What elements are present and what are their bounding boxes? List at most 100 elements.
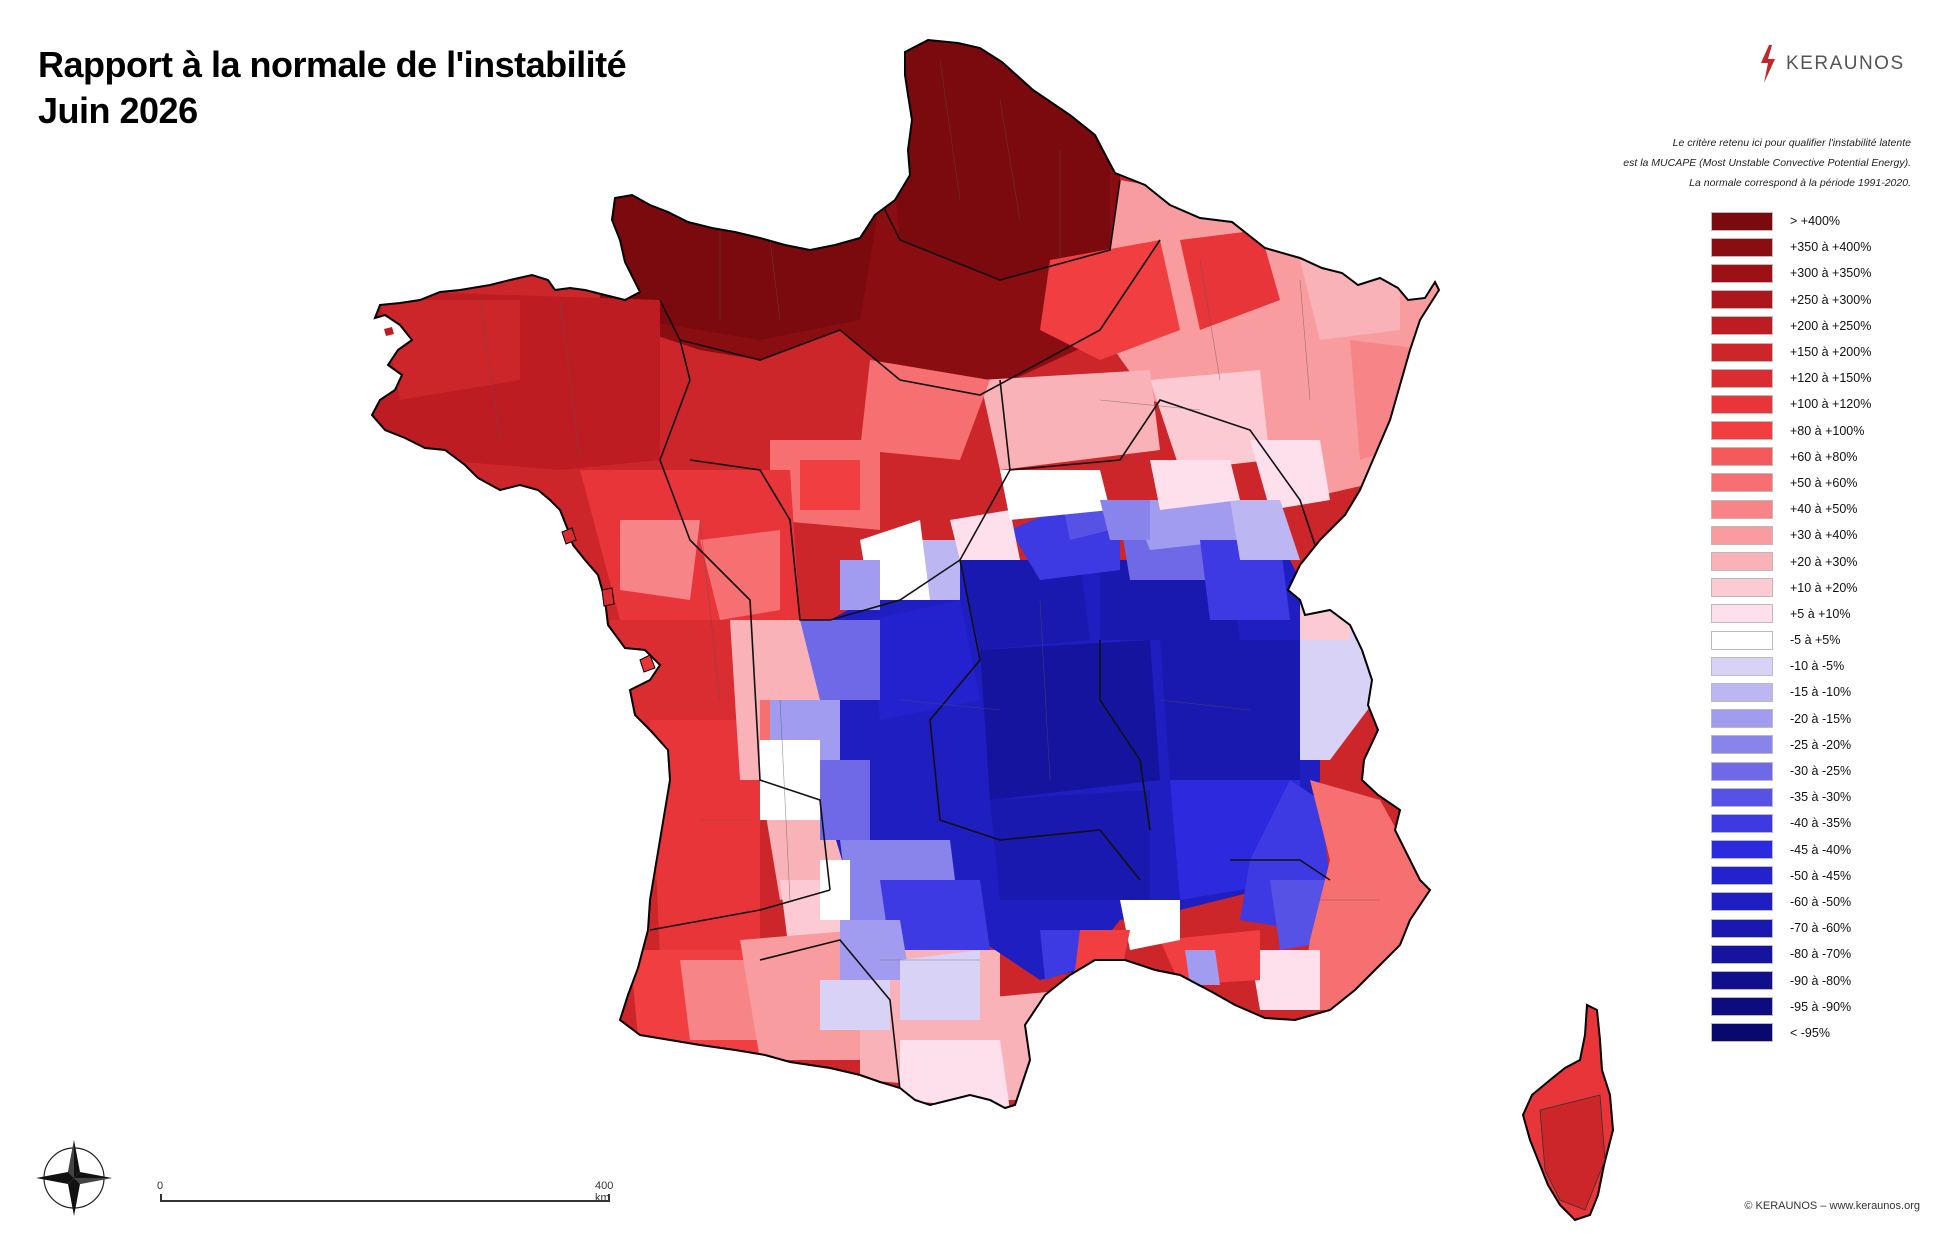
legend-swatch [1711, 578, 1773, 598]
legend-swatch [1711, 263, 1773, 283]
legend-row: -20 à -15% [1711, 706, 1871, 732]
legend-row: -30 à -25% [1711, 758, 1871, 784]
legend-label: -5 à +5% [1790, 633, 1841, 648]
legend-label: +50 à +60% [1790, 475, 1858, 490]
scale-tick-start [160, 1194, 162, 1202]
legend-row: +150 à +200% [1711, 339, 1871, 365]
legend-row: +40 à +50% [1711, 496, 1871, 522]
legend-label: -70 à -60% [1790, 921, 1852, 936]
note-line-1: Le critère retenu ici pour qualifier l'i… [1672, 137, 1911, 149]
legend-swatch [1711, 840, 1773, 860]
compass-rose-icon [36, 1140, 112, 1216]
keraunos-logo: KERAUNOS [1758, 44, 1905, 84]
legend-row: > +400% [1711, 208, 1871, 234]
legend-label: +5 à +10% [1790, 606, 1851, 621]
title-line-2: Juin 2026 [38, 90, 198, 131]
legend-label: -30 à -25% [1790, 764, 1852, 779]
legend-row: -50 à -45% [1711, 863, 1871, 889]
legend-row: +250 à +300% [1711, 287, 1871, 313]
legend-row: +50 à +60% [1711, 470, 1871, 496]
legend-row: -60 à -50% [1711, 889, 1871, 915]
legend-label: -80 à -70% [1790, 947, 1852, 962]
legend-row: +20 à +30% [1711, 548, 1871, 574]
legend-row: +10 à +20% [1711, 575, 1871, 601]
legend-row: +100 à +120% [1711, 391, 1871, 417]
legend-row: +120 à +150% [1711, 365, 1871, 391]
note-line-2: est la MUCAPE (Most Unstable Convective … [1623, 157, 1911, 169]
legend-row: +60 à +80% [1711, 444, 1871, 470]
legend-swatch [1711, 447, 1773, 467]
legend-swatch [1711, 290, 1773, 310]
legend-swatch [1711, 971, 1773, 991]
note-line-3: La normale correspond à la période 1991-… [1689, 177, 1911, 189]
legend-row: +30 à +40% [1711, 522, 1871, 548]
legend-swatch [1711, 892, 1773, 912]
legend-label: +10 à +20% [1790, 580, 1858, 595]
legend-swatch [1711, 211, 1773, 231]
legend-swatch [1711, 787, 1773, 807]
legend-row: +5 à +10% [1711, 601, 1871, 627]
legend-swatch [1711, 997, 1773, 1017]
legend-swatch [1711, 682, 1773, 702]
legend-swatch [1711, 552, 1773, 572]
legend-label: +40 à +50% [1790, 502, 1858, 517]
legend-label: < -95% [1790, 1025, 1830, 1040]
legend-swatch [1711, 761, 1773, 781]
legend-swatch [1711, 473, 1773, 493]
legend-swatch [1711, 237, 1773, 257]
lightning-bolt-icon [1761, 45, 1775, 83]
scale-bar: 0 400 km [157, 1180, 613, 1210]
legend-label: -95 à -90% [1790, 999, 1852, 1014]
legend-swatch [1711, 368, 1773, 388]
legend-row: -80 à -70% [1711, 941, 1871, 967]
legend-swatch [1711, 604, 1773, 624]
legend-label: -10 à -5% [1790, 659, 1845, 674]
legend-swatch [1711, 316, 1773, 336]
legend-row: +200 à +250% [1711, 313, 1871, 339]
legend-label: +120 à +150% [1790, 371, 1872, 386]
legend-row: +300 à +350% [1711, 260, 1871, 286]
legend-label: -90 à -80% [1790, 973, 1852, 988]
legend-swatch [1711, 866, 1773, 886]
legend-label: -25 à -20% [1790, 737, 1852, 752]
legend-swatch [1711, 709, 1773, 729]
legend-label: -60 à -50% [1790, 894, 1852, 909]
legend-row: -25 à -20% [1711, 732, 1871, 758]
legend-row: -40 à -35% [1711, 810, 1871, 836]
legend-label: +80 à +100% [1790, 423, 1865, 438]
legend-label: +20 à +30% [1790, 554, 1858, 569]
legend-row: -70 à -60% [1711, 915, 1871, 941]
legend-row: < -95% [1711, 1020, 1871, 1046]
legend-label: +100 à +120% [1790, 397, 1872, 412]
legend-label: +200 à +250% [1790, 318, 1872, 333]
legend-label: +150 à +200% [1790, 345, 1872, 360]
brand-name: KERAUNOS [1786, 53, 1905, 74]
legend-label: +350 à +400% [1790, 240, 1872, 255]
legend-label: > +400% [1790, 214, 1841, 229]
map-title: Rapport à la normale de l'instabilité Ju… [38, 42, 627, 134]
scale-start-label: 0 [157, 1180, 164, 1192]
color-legend: > +400% +350 à +400% +300 à +350% +250 à +3… [1711, 208, 1871, 1046]
legend-label: +300 à +350% [1790, 266, 1872, 281]
legend-swatch [1711, 342, 1773, 362]
legend-swatch [1711, 735, 1773, 755]
legend-swatch [1711, 1023, 1773, 1043]
legend-label: -40 à -35% [1790, 816, 1852, 831]
title-line-1: Rapport à la normale de l'instabilité [38, 44, 627, 85]
legend-row: -45 à -40% [1711, 837, 1871, 863]
legend-swatch [1711, 918, 1773, 938]
legend-label: +30 à +40% [1790, 528, 1858, 543]
legend-label: -20 à -15% [1790, 711, 1852, 726]
legend-swatch [1711, 944, 1773, 964]
legend-swatch [1711, 813, 1773, 833]
legend-swatch [1711, 656, 1773, 676]
legend-label: -45 à -40% [1790, 842, 1852, 857]
legend-swatch [1711, 394, 1773, 414]
legend-label: +250 à +300% [1790, 292, 1872, 307]
legend-label: -50 à -45% [1790, 868, 1852, 883]
legend-swatch [1711, 421, 1773, 441]
legend-row: -90 à -80% [1711, 967, 1871, 993]
methodology-note: Le critère retenu ici pour qualifier l'i… [1623, 133, 1911, 193]
copyright-notice: © KERAUNOS – www.keraunos.org [1744, 1200, 1920, 1212]
